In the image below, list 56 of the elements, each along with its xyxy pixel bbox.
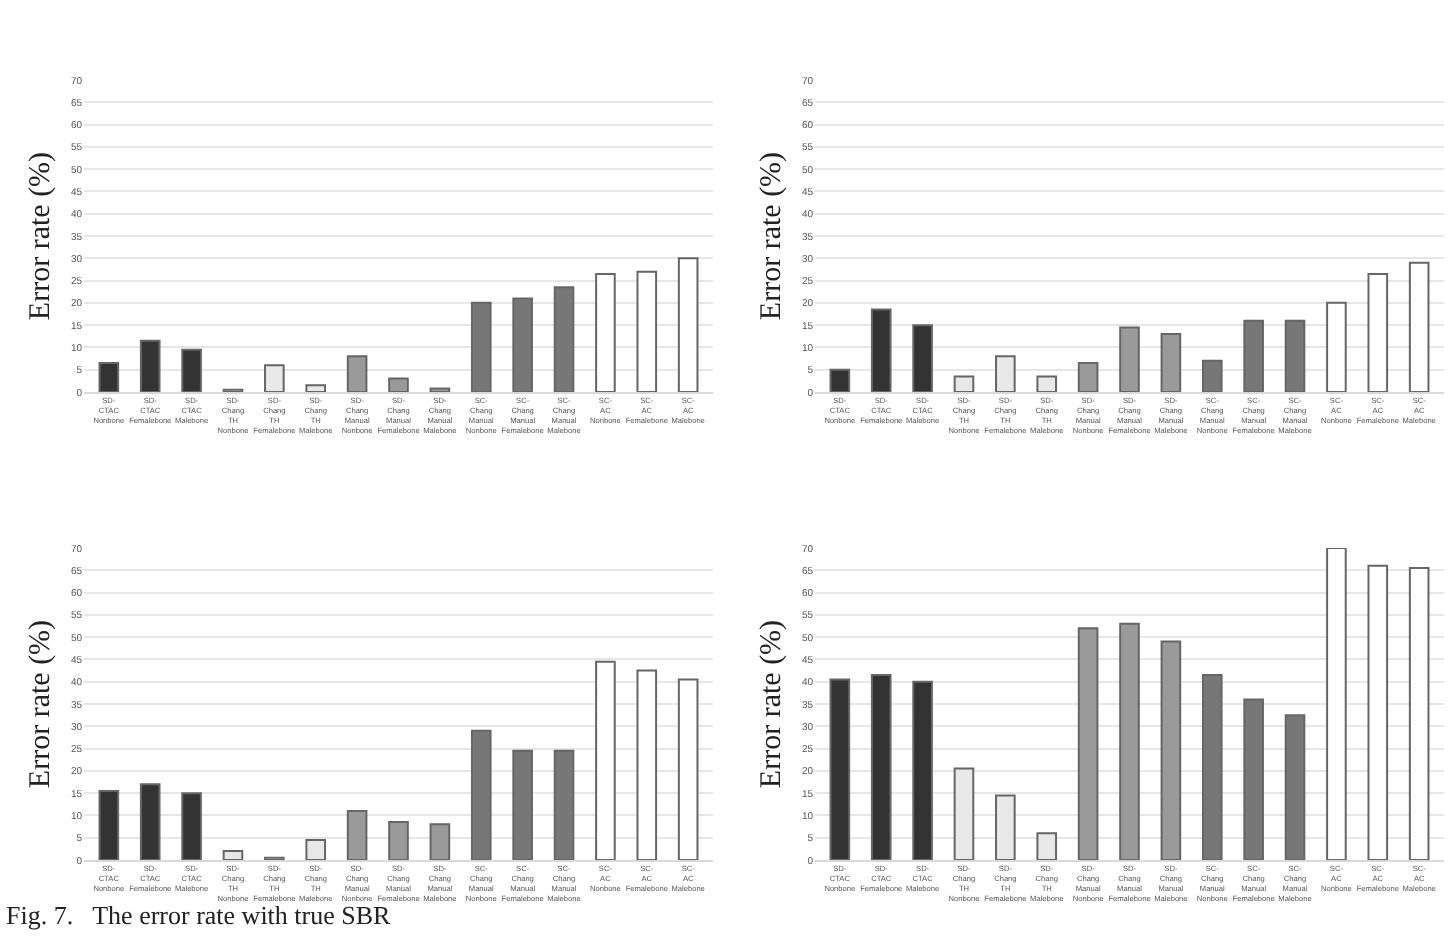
bar	[636, 270, 658, 392]
bar	[98, 362, 120, 392]
bar	[1160, 640, 1182, 860]
bar	[636, 669, 658, 860]
bar	[222, 850, 244, 860]
bar	[1077, 362, 1099, 392]
bar	[1077, 627, 1099, 860]
bar	[1119, 326, 1140, 392]
bar	[1326, 301, 1347, 392]
bar	[677, 257, 699, 392]
bar	[98, 789, 120, 860]
bar	[1284, 714, 1306, 860]
bar	[139, 783, 161, 860]
bar	[953, 375, 975, 392]
bar	[512, 749, 533, 860]
bar	[1243, 698, 1264, 860]
bar	[429, 823, 451, 860]
bar	[346, 355, 368, 392]
bar	[181, 792, 202, 860]
bar	[1284, 319, 1306, 392]
bar	[1367, 272, 1389, 392]
bar	[470, 301, 492, 392]
bar	[1408, 261, 1430, 392]
bar	[829, 368, 851, 392]
bar	[388, 821, 409, 860]
bar	[870, 308, 892, 392]
bar	[139, 339, 161, 392]
y-axis-title: Error rate (%)	[25, 151, 58, 321]
bar	[1201, 359, 1223, 392]
bar	[181, 348, 202, 392]
bar	[1367, 564, 1389, 860]
bar	[512, 297, 533, 392]
bar	[553, 749, 575, 860]
bar	[1036, 375, 1058, 392]
caption: Fig. 7. The error rate with true SBR	[6, 900, 392, 930]
bar	[388, 377, 409, 392]
bar	[1408, 567, 1430, 860]
bar	[912, 680, 933, 860]
bar	[595, 660, 616, 860]
bar	[553, 286, 575, 392]
bar	[677, 678, 699, 860]
bar	[305, 384, 327, 392]
y-axis-title: Error rate (%)	[756, 151, 789, 321]
y-axis-title: Error rate (%)	[756, 619, 789, 789]
bar	[595, 272, 616, 392]
bar	[1119, 622, 1140, 860]
bar	[346, 809, 368, 860]
bar	[1201, 674, 1223, 860]
bar	[470, 729, 492, 860]
bar	[1160, 333, 1182, 392]
y-axis-title: Error rate (%)	[25, 619, 58, 789]
bar	[1326, 548, 1347, 860]
bar	[870, 674, 892, 860]
bar	[912, 324, 933, 392]
bar	[1243, 319, 1264, 392]
bar	[829, 678, 851, 860]
